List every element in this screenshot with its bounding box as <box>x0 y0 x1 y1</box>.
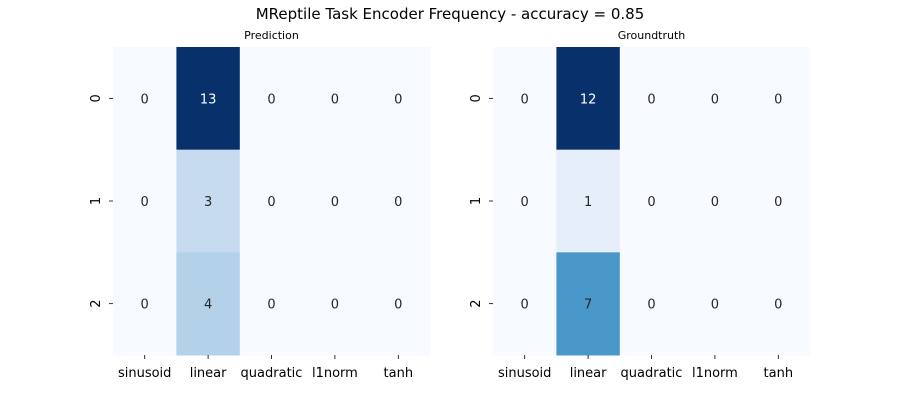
cell-value-label: 12 <box>580 92 597 107</box>
heatmap-cell <box>746 252 811 356</box>
cell-value-label: 0 <box>267 92 275 107</box>
x-tick-label: l1norm <box>312 366 358 381</box>
cell-value-label: 0 <box>267 195 275 210</box>
cell-value-label: 0 <box>774 195 782 210</box>
heatmap-cell <box>683 47 748 151</box>
cell-value-label: 0 <box>521 195 529 210</box>
cell-value-label: 7 <box>584 298 592 313</box>
heatmap-cell <box>176 149 241 253</box>
heatmap-panel-0: Prediction 0 13 0 0 0 0 3 0 0 0 0 4 0 0 0 sinusoid linear… <box>89 29 431 381</box>
cell-value-label: 0 <box>394 298 402 313</box>
heatmap-cell <box>619 149 684 253</box>
cell-value-label: 3 <box>204 195 212 210</box>
heatmap-cell <box>239 47 304 151</box>
x-tick-label: sinusoid <box>498 366 551 381</box>
heatmap-cell <box>619 47 684 151</box>
cell-value-label: 0 <box>141 298 149 313</box>
x-tick-label: quadratic <box>621 366 683 381</box>
cell-value-label: 13 <box>200 92 217 107</box>
y-tick-label: 0 <box>89 94 104 102</box>
heatmap-cell <box>746 47 811 151</box>
heatmap-cell <box>493 149 557 253</box>
x-tick-label: tanh <box>384 366 414 381</box>
cell-value-label: 0 <box>647 298 655 313</box>
cell-value-label: 0 <box>267 298 275 313</box>
cell-value-label: 0 <box>774 298 782 313</box>
heatmap-cell <box>303 252 368 356</box>
cell-value-label: 0 <box>521 92 529 107</box>
cell-value-label: 0 <box>331 298 339 313</box>
cell-value-label: 0 <box>331 92 339 107</box>
cell-value-label: 1 <box>584 195 592 210</box>
cell-value-label: 4 <box>204 298 212 313</box>
figure-title: MReptile Task Encoder Frequency - accura… <box>255 5 645 23</box>
heatmap-cell <box>683 149 748 253</box>
cell-value-label: 0 <box>141 195 149 210</box>
heatmap-cell <box>556 47 621 151</box>
heatmap-cell <box>113 149 177 253</box>
x-tick-label: sinusoid <box>118 366 171 381</box>
heatmap-cell <box>239 252 304 356</box>
heatmap-cell <box>493 47 557 151</box>
cell-value-label: 0 <box>711 195 719 210</box>
heatmap-cell <box>366 149 431 253</box>
y-tick-label: 2 <box>89 300 104 308</box>
cell-value-label: 0 <box>647 92 655 107</box>
x-tick-label: l1norm <box>692 366 738 381</box>
heatmap-cell <box>683 252 748 356</box>
heatmap-cell <box>746 149 811 253</box>
heatmap-cell <box>239 149 304 253</box>
heatmap-cell <box>366 47 431 151</box>
x-tick-label: quadratic <box>241 366 303 381</box>
cell-value-label: 0 <box>647 195 655 210</box>
x-tick-label: linear <box>190 366 227 381</box>
heatmap-cell <box>556 149 621 253</box>
heatmap-cell <box>113 252 177 356</box>
cell-value-label: 0 <box>521 298 529 313</box>
cell-value-label: 0 <box>774 92 782 107</box>
cell-value-label: 0 <box>141 92 149 107</box>
heatmap-cell <box>176 47 241 151</box>
panel-title: Groundtruth <box>618 29 686 42</box>
heatmap-cell <box>366 252 431 356</box>
cell-value-label: 0 <box>711 298 719 313</box>
heatmap-cell <box>303 149 368 253</box>
cell-value-label: 0 <box>711 92 719 107</box>
heatmap-cell <box>493 252 557 356</box>
y-tick-label: 2 <box>469 300 484 308</box>
x-tick-label: tanh <box>764 366 794 381</box>
cell-value-label: 0 <box>394 92 402 107</box>
panel-title: Prediction <box>244 29 299 42</box>
heatmap-cell <box>303 47 368 151</box>
heatmap-cell <box>619 252 684 356</box>
heatmap-cell <box>113 47 177 151</box>
cell-value-label: 0 <box>331 195 339 210</box>
y-tick-label: 1 <box>89 197 104 205</box>
y-tick-label: 0 <box>469 94 484 102</box>
y-tick-label: 1 <box>469 197 484 205</box>
heatmap-cell <box>556 252 621 356</box>
heatmap-cell <box>176 252 241 356</box>
cell-value-label: 0 <box>394 195 402 210</box>
x-tick-label: linear <box>570 366 607 381</box>
